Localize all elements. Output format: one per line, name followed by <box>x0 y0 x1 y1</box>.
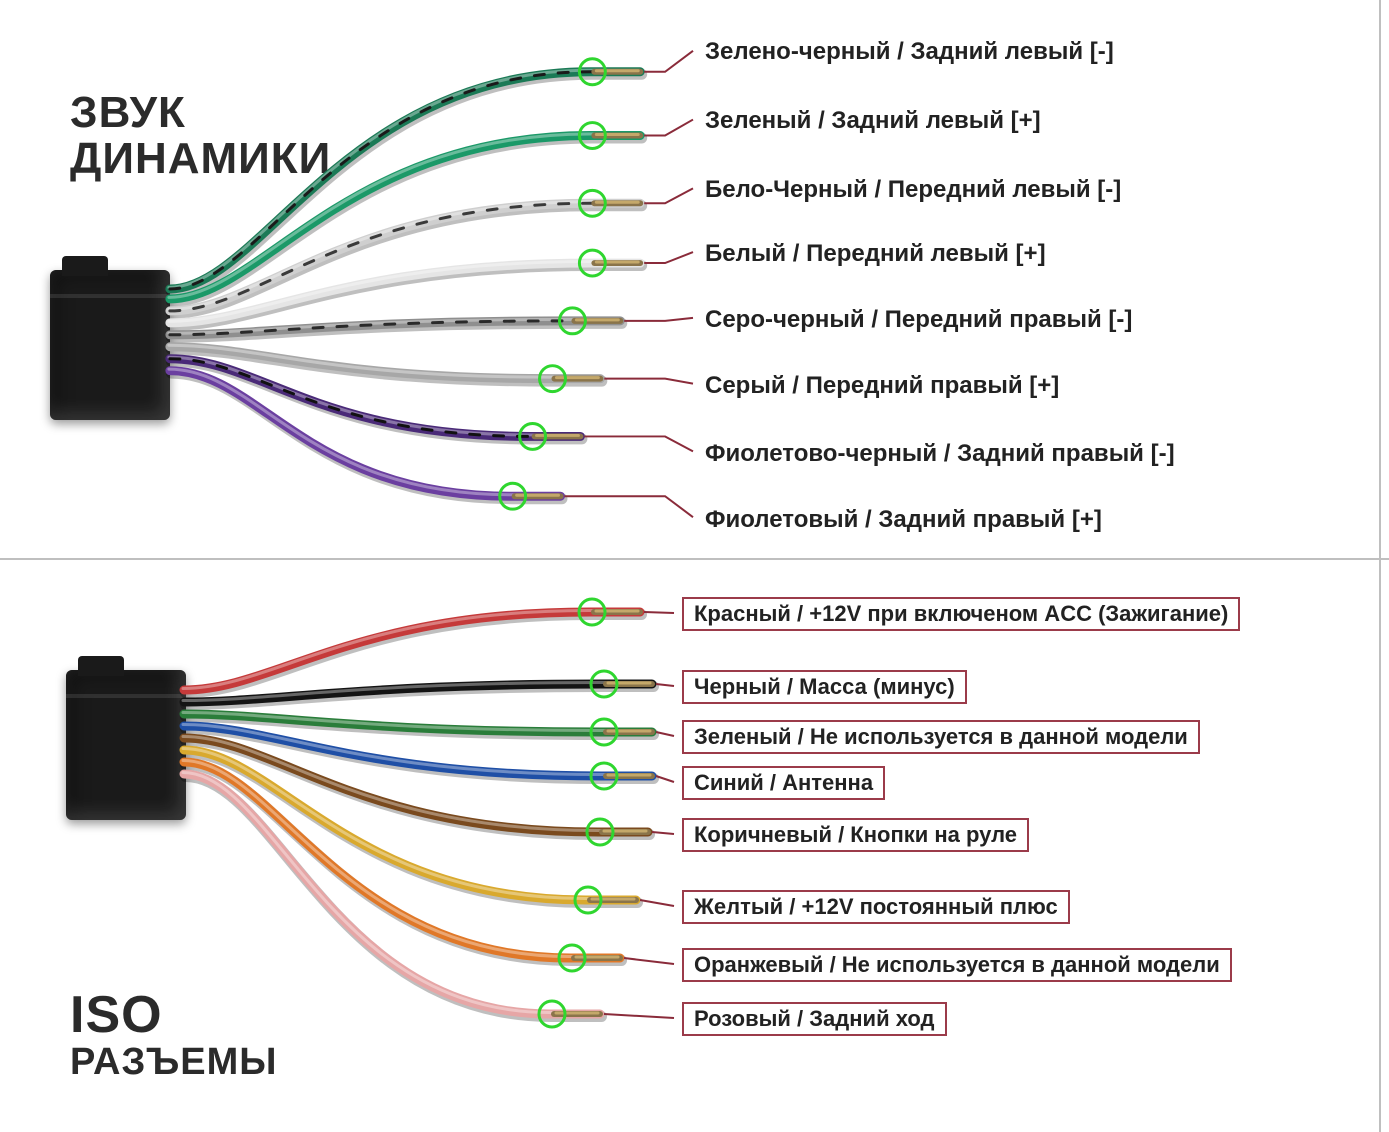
wire-label-boxed: Оранжевый / Не используется в данной мод… <box>682 948 1232 982</box>
wire-label: Зеленый / Задний левый [+] <box>705 107 1041 135</box>
wire-label: Фиолетовый / Задний правый [+] <box>705 506 1102 534</box>
section-title-bottom: ISO РАЗЪЕМЫ <box>70 988 278 1082</box>
wire-label: Зелено-черный / Задний левый [-] <box>705 38 1114 66</box>
section-iso-connectors: Красный / +12V при включеном ACC (Зажига… <box>0 560 1389 1132</box>
title-bottom-line2: РАЗЪЕМЫ <box>70 1043 278 1083</box>
connector-iso <box>66 670 186 820</box>
wire-label-boxed: Черный / Масса (минус) <box>682 670 967 704</box>
section-title-top: ЗВУК ДИНАМИКИ <box>70 90 331 182</box>
divider-right-2 <box>1379 560 1381 1132</box>
wires-top <box>0 0 1389 558</box>
wire-label: Серый / Передний правый [+] <box>705 372 1059 400</box>
wire-label-boxed: Розовый / Задний ход <box>682 1002 947 1036</box>
wire-label-boxed: Красный / +12V при включеном ACC (Зажига… <box>682 597 1240 631</box>
divider-right <box>1379 0 1381 558</box>
wire-label-boxed: Зеленый / Не используется в данной модел… <box>682 720 1200 754</box>
title-bottom-line1: ISO <box>70 988 278 1043</box>
connector-speaker <box>50 270 170 420</box>
wire-label: Серо-черный / Передний правый [-] <box>705 306 1132 334</box>
wire-label: Бело-Черный / Передний левый [-] <box>705 176 1121 204</box>
title-top-line1: ЗВУК <box>70 90 331 136</box>
wire-label-boxed: Желтый / +12V постоянный плюс <box>682 890 1070 924</box>
wire-label: Фиолетово-черный / Задний правый [-] <box>705 440 1175 468</box>
title-top-line2: ДИНАМИКИ <box>70 136 331 182</box>
section-sound-speakers: ЗВУК ДИНАМИКИ Зелено-черный / Задний лев… <box>0 0 1389 560</box>
wire-label-boxed: Синий / Антенна <box>682 766 885 800</box>
wire-label-boxed: Коричневый / Кнопки на руле <box>682 818 1029 852</box>
wire-label: Белый / Передний левый [+] <box>705 240 1046 268</box>
